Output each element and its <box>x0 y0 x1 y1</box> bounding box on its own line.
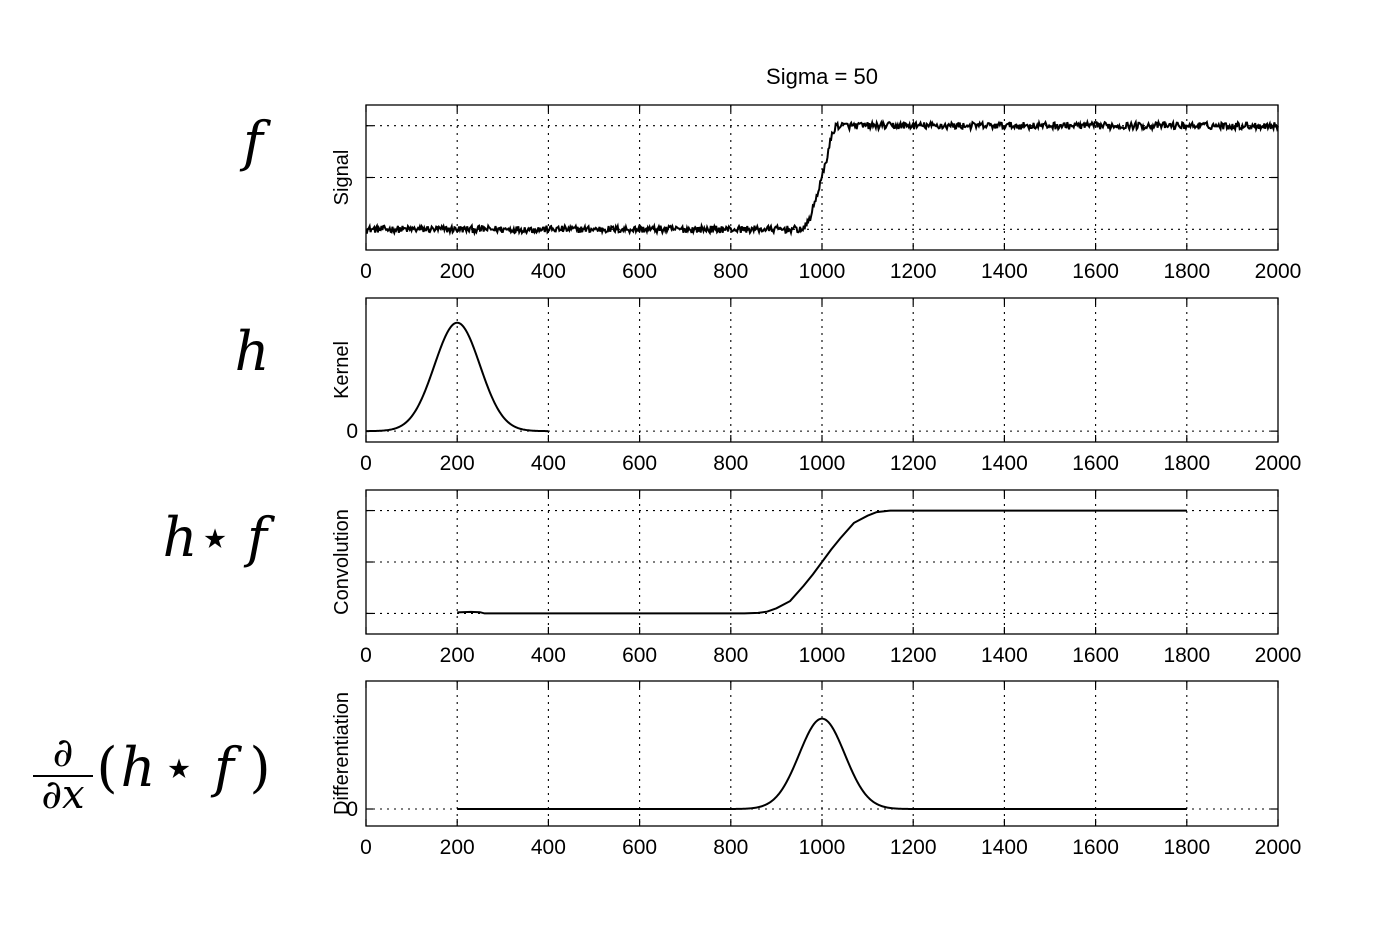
x-tick-label: 2000 <box>1255 452 1302 475</box>
row-label-derivative: ∂ ∂x ( h ⋆ f ) <box>33 730 271 818</box>
signal-curve <box>365 118 1279 237</box>
label-h-in-conv: h <box>163 506 198 569</box>
x-tick-label: 1400 <box>981 836 1028 859</box>
star-symbol-deriv: ⋆ <box>162 736 196 799</box>
label-f-in-deriv: f <box>210 736 242 799</box>
x-tick-label: 600 <box>622 260 657 283</box>
x-tick-label: 1000 <box>799 260 846 283</box>
x-tick-label: 800 <box>713 452 748 475</box>
x-tick-label: 1800 <box>1163 452 1210 475</box>
x-tick-label: 1000 <box>799 452 846 475</box>
x-tick-label: 0 <box>360 836 372 859</box>
signal-panel: 0 200 400 600 800 1000 1200 1400 1600 1800 2000 Sig… <box>331 104 1302 283</box>
x-tick-label: 600 <box>622 452 657 475</box>
partial-denominator: ∂x <box>41 772 84 818</box>
x-tick-label: 1800 <box>1163 260 1210 283</box>
x-tick-label: 400 <box>531 452 566 475</box>
x-tick-label: 1600 <box>1072 644 1119 667</box>
x-tick-label: 1600 <box>1072 452 1119 475</box>
convolution-panel: 0 200 400 600 800 1000 1200 1400 1600 1800 2000 Con… <box>331 489 1302 667</box>
x-tick-label: 1800 <box>1163 644 1210 667</box>
x-tick-label: 1200 <box>890 452 937 475</box>
row-label-f: f <box>239 110 271 173</box>
x-tick-label: 0 <box>360 644 372 667</box>
label-f-in-conv: f <box>243 506 275 569</box>
x-tick-label: 1400 <box>981 644 1028 667</box>
x-tick-label: 200 <box>440 644 475 667</box>
x-tick-label: 200 <box>440 260 475 283</box>
y-tick-label: 0 <box>346 420 358 443</box>
x-tick-label: 400 <box>531 260 566 283</box>
y-tick-label: 0 <box>346 798 358 821</box>
x-tick-label: 600 <box>622 836 657 859</box>
x-tick-label: 1400 <box>981 260 1028 283</box>
convolution-curve <box>457 509 1187 615</box>
y-axis-label: Signal <box>331 150 353 206</box>
kernel-panel: 0 200 400 600 800 1000 1200 1400 1600 1800 2000 0 Ke… <box>331 297 1302 475</box>
label-h-in-deriv: h <box>121 736 156 799</box>
x-tick-label: 800 <box>713 644 748 667</box>
x-tick-label: 1200 <box>890 260 937 283</box>
star-symbol: ⋆ <box>198 506 232 569</box>
x-tick-label: 200 <box>440 836 475 859</box>
label-h: h <box>235 320 270 383</box>
x-tick-label: 800 <box>713 836 748 859</box>
x-tick-label: 0 <box>360 260 372 283</box>
x-tick-label: 1600 <box>1072 836 1119 859</box>
x-tick-label: 1000 <box>799 644 846 667</box>
x-tick-label: 1200 <box>890 644 937 667</box>
y-axis-label: Differentiation <box>331 692 353 815</box>
kernel-curve <box>365 321 549 433</box>
x-tick-label: 400 <box>531 836 566 859</box>
x-tick-label: 2000 <box>1255 836 1302 859</box>
x-tick-label: 2000 <box>1255 260 1302 283</box>
y-axis-label: Convolution <box>331 509 353 615</box>
x-tick-label: 1800 <box>1163 836 1210 859</box>
y-axis-label: Kernel <box>331 341 353 399</box>
x-tick-label: 400 <box>531 644 566 667</box>
paren-close: ) <box>249 736 270 799</box>
x-tick-label: 2000 <box>1255 644 1302 667</box>
x-tick-label: 600 <box>622 644 657 667</box>
x-tick-label: 800 <box>713 260 748 283</box>
row-label-h-star-f: h ⋆ f <box>163 506 275 569</box>
paren-open: ( <box>96 736 117 799</box>
differentiation-panel: 0 200 400 600 800 1000 1200 1400 1600 1800 20000Di… <box>331 680 1302 859</box>
x-tick-label: 1400 <box>981 452 1028 475</box>
x-tick-label: 200 <box>440 452 475 475</box>
x-tick-label: 0 <box>360 452 372 475</box>
x-tick-label: 1000 <box>799 836 846 859</box>
row-label-h: h <box>235 320 270 383</box>
x-tick-label: 1600 <box>1072 260 1119 283</box>
differentiation-curve <box>457 717 1187 811</box>
label-f: f <box>239 110 271 173</box>
x-tick-label: 1200 <box>890 836 937 859</box>
partial-numerator: ∂ <box>53 730 74 776</box>
figure-title: Sigma = 50 <box>766 64 878 89</box>
